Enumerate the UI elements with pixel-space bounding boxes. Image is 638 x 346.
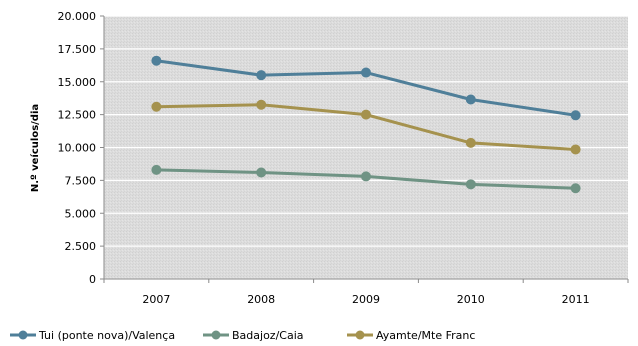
data-point — [151, 101, 162, 112]
data-point — [361, 171, 371, 182]
series-2 — [151, 164, 581, 194]
legend-marker — [211, 330, 221, 340]
x-tick-labels: 2007 2008 2009 2010 2011 — [142, 293, 589, 306]
legend: Tui (ponte nova)/Valença Badajoz/Caia Ayam… — [10, 329, 475, 342]
x-tick-label: 2009 — [352, 293, 380, 306]
data-point — [151, 164, 162, 175]
series-3 — [151, 99, 581, 155]
legend-label: Tui (ponte nova)/Valença — [38, 329, 175, 342]
y-tick-label: 0 — [89, 273, 96, 286]
y-axis-label: N.º veículos/dia — [29, 104, 41, 192]
y-tick-label: 17.500 — [58, 43, 97, 56]
y-tick-label: 5.000 — [65, 207, 97, 220]
data-point — [151, 55, 162, 66]
y-tick-label: 2.500 — [65, 240, 97, 253]
legend-marker — [18, 330, 28, 340]
data-point — [256, 167, 267, 178]
x-tick-label: 2010 — [457, 293, 485, 306]
y-tick-label: 7.500 — [65, 174, 97, 187]
data-point — [361, 109, 371, 120]
legend-item: Badajoz/Caia — [203, 329, 304, 342]
series-1 — [151, 55, 581, 121]
data-point — [570, 144, 581, 155]
legend-item: Ayamte/Mte Franc — [347, 329, 475, 342]
data-point — [256, 99, 267, 110]
data-point — [570, 110, 581, 121]
y-tick-labels: 0 2.500 5.000 7.500 10.000 12.500 15.000 17.500… — [58, 10, 97, 286]
y-tick-label: 12.500 — [58, 109, 97, 122]
y-tick-label: 10.000 — [58, 142, 97, 155]
data-point — [465, 179, 476, 190]
data-point — [570, 183, 581, 194]
data-point — [465, 94, 476, 105]
x-tick-label: 2011 — [562, 293, 590, 306]
legend-marker — [355, 330, 365, 340]
axes — [100, 15, 629, 283]
legend-item: Tui (ponte nova)/Valença — [10, 329, 175, 342]
data-point — [256, 70, 267, 81]
legend-label: Badajoz/Caia — [232, 329, 304, 342]
y-tick-label: 15.000 — [58, 76, 97, 89]
series-lines — [151, 55, 581, 194]
y-tick-label: 20.000 — [58, 10, 97, 23]
legend-label: Ayamte/Mte Franc — [376, 329, 475, 342]
data-point — [361, 67, 371, 78]
x-tick-label: 2008 — [247, 293, 275, 306]
data-point — [465, 137, 476, 148]
x-tick-label: 2007 — [142, 293, 170, 306]
